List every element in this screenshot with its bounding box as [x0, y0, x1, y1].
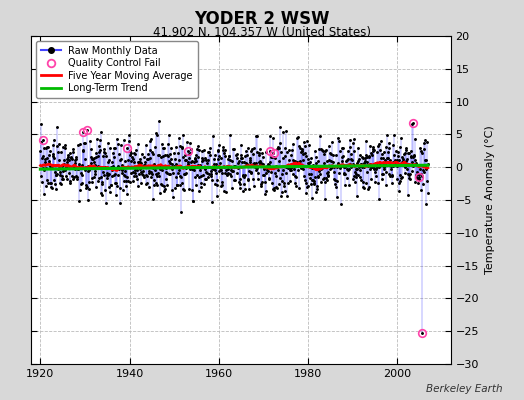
Legend: Raw Monthly Data, Quality Control Fail, Five Year Moving Average, Long-Term Tren: Raw Monthly Data, Quality Control Fail, …: [36, 41, 198, 98]
Text: 41.902 N, 104.357 W (United States): 41.902 N, 104.357 W (United States): [153, 26, 371, 39]
Text: YODER 2 WSW: YODER 2 WSW: [194, 10, 330, 28]
Y-axis label: Temperature Anomaly (°C): Temperature Anomaly (°C): [485, 126, 495, 274]
Text: Berkeley Earth: Berkeley Earth: [427, 384, 503, 394]
